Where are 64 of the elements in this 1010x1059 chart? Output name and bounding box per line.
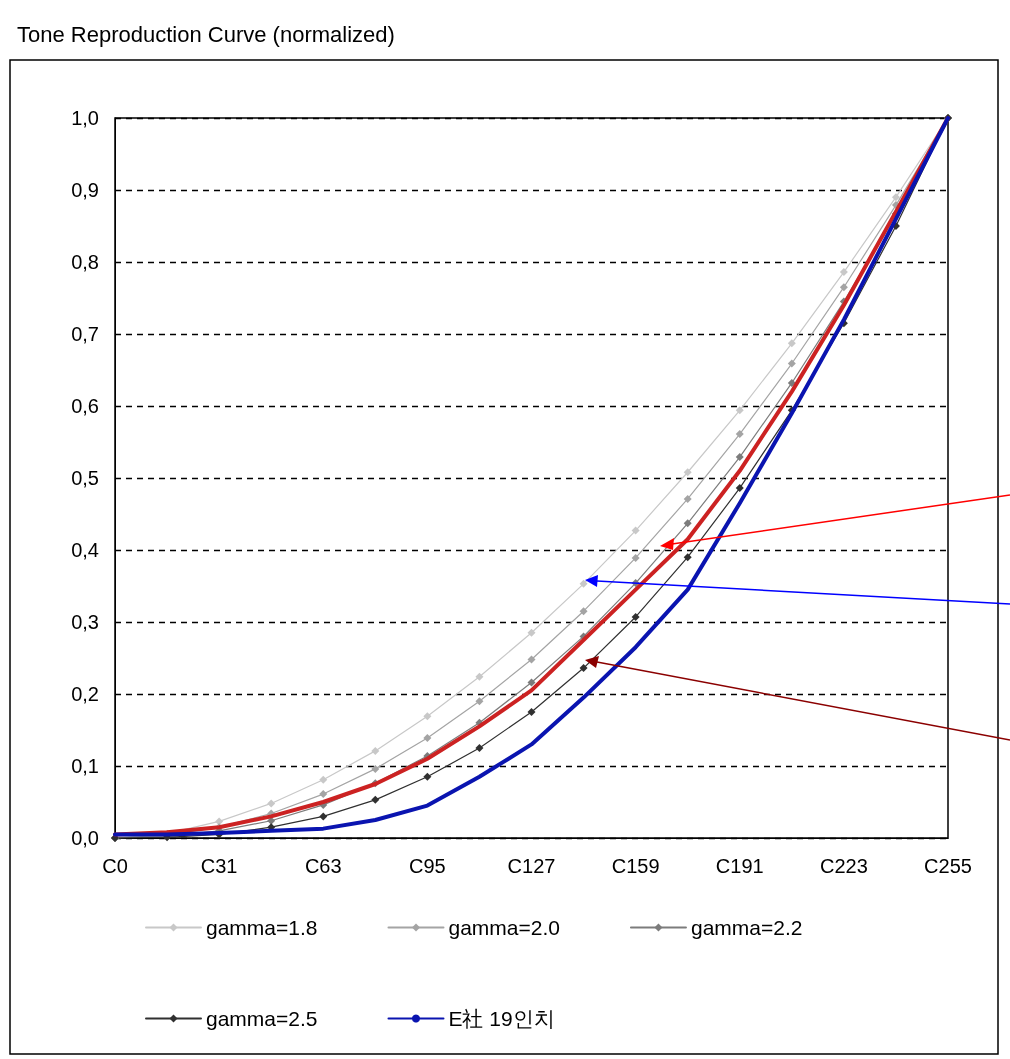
point	[683, 519, 692, 528]
point	[579, 664, 588, 673]
point	[371, 764, 380, 773]
point	[475, 672, 484, 681]
chart-title: Tone Reproduction Curve (normalized)	[17, 21, 395, 47]
x-tick-label: C255	[924, 855, 972, 877]
point	[319, 775, 328, 784]
point	[839, 268, 848, 277]
point	[423, 712, 432, 721]
point	[787, 339, 796, 348]
point	[683, 553, 692, 562]
y-tick-label: 0,6	[71, 395, 99, 417]
point	[371, 795, 380, 804]
x-tick-label: C31	[200, 855, 238, 877]
x-tick-label: C159	[611, 855, 660, 877]
point	[215, 817, 224, 826]
point	[527, 708, 536, 716]
y-tick-label: 1,0	[71, 107, 99, 129]
point	[267, 799, 276, 808]
point	[423, 772, 432, 781]
point	[787, 378, 796, 387]
point	[683, 494, 692, 503]
y-tick-label: 0,8	[71, 251, 99, 273]
y-tick-label: 0,5	[71, 467, 99, 489]
y-tick-label: 0,3	[71, 611, 99, 633]
x-tick-label: C0	[102, 855, 128, 877]
point	[787, 359, 796, 368]
point	[891, 193, 900, 202]
point	[475, 744, 484, 752]
point	[579, 579, 588, 588]
point	[631, 553, 640, 562]
point	[371, 746, 380, 755]
point	[579, 607, 588, 616]
point	[839, 283, 848, 292]
legend-label: gamma=2.2	[690, 916, 803, 939]
legend-label: gamma=1.8	[206, 916, 318, 939]
point	[735, 453, 744, 462]
point	[631, 612, 640, 621]
y-tick-label: 0,1	[71, 755, 99, 777]
y-tick-label: 0,0	[71, 827, 99, 849]
point	[319, 812, 328, 821]
x-tick-label: C191	[715, 855, 764, 877]
point	[631, 526, 640, 535]
point	[319, 790, 328, 799]
legend-label: gamma=2.5	[206, 1007, 318, 1030]
point	[475, 697, 484, 706]
y-tick-label: 0,2	[71, 683, 99, 705]
x-tick-label: C63	[304, 855, 342, 877]
y-tick-label: 0,7	[71, 323, 99, 345]
point	[527, 678, 536, 687]
x-tick-label: C95	[409, 855, 446, 877]
point	[683, 468, 692, 477]
point	[735, 430, 744, 439]
x-tick-label: C223	[819, 855, 868, 877]
y-tick-label: 0,4	[71, 539, 99, 561]
point	[735, 406, 744, 415]
point	[735, 484, 744, 493]
y-tick-label: 0,9	[71, 179, 99, 201]
x-tick-label: C127	[507, 855, 556, 877]
legend-label: gamma=2.0	[448, 916, 560, 939]
point	[527, 655, 536, 664]
point	[527, 628, 536, 637]
legend-label: E社 19인치	[448, 1007, 555, 1030]
point	[423, 733, 432, 742]
